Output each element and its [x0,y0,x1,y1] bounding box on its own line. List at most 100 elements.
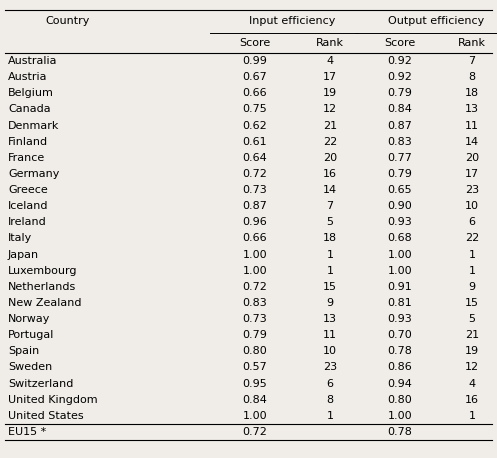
Text: 0.92: 0.92 [388,56,413,66]
Text: Sweden: Sweden [8,362,52,372]
Text: Output efficiency: Output efficiency [388,16,484,27]
Text: 13: 13 [323,314,337,324]
Text: Input efficiency: Input efficiency [249,16,335,27]
Text: 1: 1 [469,266,476,276]
Text: 14: 14 [323,185,337,195]
Text: 1.00: 1.00 [243,266,267,276]
Text: Denmark: Denmark [8,120,59,131]
Text: 18: 18 [465,88,479,98]
Text: 0.73: 0.73 [243,314,267,324]
Text: Austria: Austria [8,72,48,82]
Text: Netherlands: Netherlands [8,282,76,292]
Text: 0.79: 0.79 [243,330,267,340]
Text: Canada: Canada [8,104,51,114]
Text: 0.77: 0.77 [388,153,413,163]
Text: 0.75: 0.75 [243,104,267,114]
Text: United Kingdom: United Kingdom [8,395,97,405]
Text: 21: 21 [323,120,337,131]
Text: 0.68: 0.68 [388,234,413,244]
Text: 12: 12 [323,104,337,114]
Text: 0.87: 0.87 [388,120,413,131]
Text: 0.99: 0.99 [243,56,267,66]
Text: 9: 9 [327,298,333,308]
Text: Rank: Rank [316,38,344,48]
Text: Ireland: Ireland [8,217,47,227]
Text: 1: 1 [469,250,476,260]
Text: Score: Score [384,38,415,48]
Text: 1: 1 [327,266,333,276]
Text: 5: 5 [327,217,333,227]
Text: 0.95: 0.95 [243,379,267,388]
Text: 0.78: 0.78 [388,346,413,356]
Text: 20: 20 [465,153,479,163]
Text: 0.92: 0.92 [388,72,413,82]
Text: 1.00: 1.00 [388,250,413,260]
Text: 21: 21 [465,330,479,340]
Text: 0.79: 0.79 [388,88,413,98]
Text: 0.72: 0.72 [243,427,267,437]
Text: Finland: Finland [8,136,48,147]
Text: 17: 17 [323,72,337,82]
Text: Portugal: Portugal [8,330,54,340]
Text: 7: 7 [469,56,476,66]
Text: 22: 22 [323,136,337,147]
Text: 1.00: 1.00 [388,266,413,276]
Text: 1: 1 [469,411,476,421]
Text: 4: 4 [327,56,333,66]
Text: 0.86: 0.86 [388,362,413,372]
Text: Switzerland: Switzerland [8,379,74,388]
Text: 0.94: 0.94 [388,379,413,388]
Text: 0.84: 0.84 [243,395,267,405]
Text: Belgium: Belgium [8,88,54,98]
Text: 16: 16 [465,395,479,405]
Text: 12: 12 [465,362,479,372]
Text: 0.57: 0.57 [243,362,267,372]
Text: 0.65: 0.65 [388,185,413,195]
Text: Greece: Greece [8,185,48,195]
Text: 1.00: 1.00 [243,411,267,421]
Text: 0.80: 0.80 [243,346,267,356]
Text: 0.62: 0.62 [243,120,267,131]
Text: 8: 8 [327,395,333,405]
Text: 20: 20 [323,153,337,163]
Text: Germany: Germany [8,169,59,179]
Text: 13: 13 [465,104,479,114]
Text: 1: 1 [327,250,333,260]
Text: 0.79: 0.79 [388,169,413,179]
Text: Japan: Japan [8,250,39,260]
Text: 11: 11 [465,120,479,131]
Text: 8: 8 [469,72,476,82]
Text: Spain: Spain [8,346,39,356]
Text: Country: Country [46,16,90,27]
Text: 6: 6 [469,217,476,227]
Text: 23: 23 [465,185,479,195]
Text: 1.00: 1.00 [388,411,413,421]
Text: 0.96: 0.96 [243,217,267,227]
Text: 1.00: 1.00 [243,250,267,260]
Text: 0.66: 0.66 [243,88,267,98]
Text: Luxembourg: Luxembourg [8,266,78,276]
Text: New Zealand: New Zealand [8,298,82,308]
Text: 0.61: 0.61 [243,136,267,147]
Text: 0.72: 0.72 [243,282,267,292]
Text: 1: 1 [327,411,333,421]
Text: 17: 17 [465,169,479,179]
Text: 0.73: 0.73 [243,185,267,195]
Text: 0.93: 0.93 [388,217,413,227]
Text: 0.64: 0.64 [243,153,267,163]
Text: 0.70: 0.70 [388,330,413,340]
Text: 22: 22 [465,234,479,244]
Text: 0.91: 0.91 [388,282,413,292]
Text: 0.78: 0.78 [388,427,413,437]
Text: 0.66: 0.66 [243,234,267,244]
Text: 0.67: 0.67 [243,72,267,82]
Text: Italy: Italy [8,234,32,244]
Text: 0.84: 0.84 [388,104,413,114]
Text: 15: 15 [323,282,337,292]
Text: 0.80: 0.80 [388,395,413,405]
Text: 10: 10 [323,346,337,356]
Text: Score: Score [240,38,271,48]
Text: 10: 10 [465,201,479,211]
Text: 0.93: 0.93 [388,314,413,324]
Text: 23: 23 [323,362,337,372]
